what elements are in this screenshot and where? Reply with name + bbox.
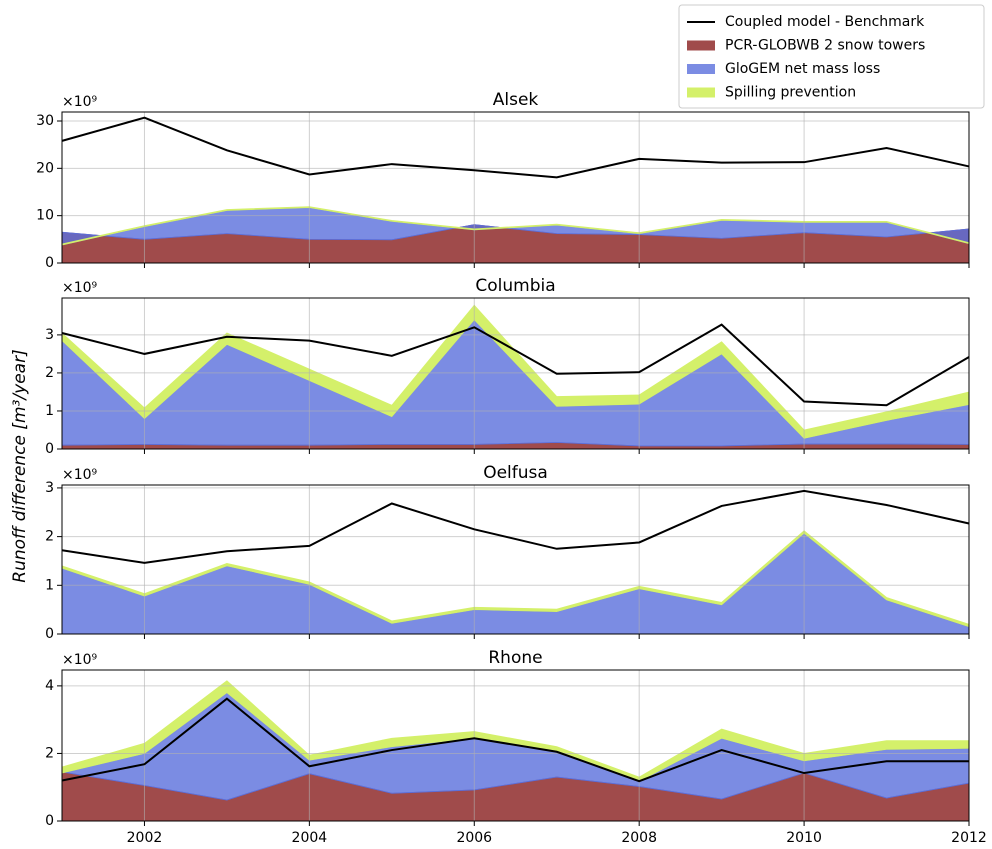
y-tick-label: 4 [45, 678, 54, 694]
legend-patch [687, 40, 715, 51]
x-tick-label: 2012 [951, 830, 987, 846]
y-tick-label: 30 [36, 113, 54, 129]
y-tick-label: 0 [45, 626, 54, 642]
offset-label: ×10⁹ [62, 467, 98, 483]
benchmark-line [61, 697, 969, 783]
legend-box [678, 4, 985, 109]
panel-title: Oelfusa [483, 463, 548, 483]
benchmark-line [61, 116, 970, 179]
legend: Coupled model - Benchmark PCR-GLOBWB 2 sn… [678, 4, 985, 109]
legend-patch [687, 64, 715, 74]
offset-label: ×10⁹ [62, 94, 98, 110]
legend-label: Spilling prevention [725, 85, 856, 101]
axes-frame [61, 669, 970, 822]
y-tick-label: 1 [45, 403, 54, 419]
axes-frame [61, 484, 970, 635]
y-tick-label: 1 [45, 577, 54, 593]
x-tick-label: 2010 [786, 830, 822, 846]
area-band [61, 532, 970, 635]
panel: Alsek ×10⁹ 0 10 20 30 [36, 90, 970, 271]
offset-label: ×10⁹ [62, 652, 98, 668]
y-tick-label: 20 [36, 160, 54, 176]
x-tick-label: 2002 [127, 830, 163, 846]
y-tick-label: 0 [45, 255, 54, 271]
axes-frame [61, 297, 970, 450]
x-tick-label: 2008 [621, 830, 657, 846]
panel: Oelfusa ×10⁹ 0 1 2 3 [45, 463, 970, 642]
legend-label: PCR-GLOBWB 2 snow towers [725, 38, 925, 54]
y-tick-label: 2 [45, 529, 54, 545]
panel-title: Columbia [475, 276, 555, 296]
y-tick-label: 2 [45, 365, 54, 381]
x-tick-label: 2006 [456, 830, 492, 846]
panel: Rhone ×10⁹ 0 2 4 2002 2004 2006 2008 2010 2012 [45, 648, 987, 846]
benchmark-line [61, 323, 970, 407]
y-tick-label: 2 [45, 745, 54, 761]
y-tick-label: 3 [45, 327, 54, 343]
panel-title: Alsek [493, 90, 539, 110]
y-tick-label: 3 [45, 480, 54, 496]
x-tick-label: 2004 [292, 830, 328, 846]
legend-label: Coupled model - Benchmark [725, 14, 925, 30]
y-axis-label: Runoff difference [m³/year] [10, 349, 30, 582]
benchmark-line [61, 489, 970, 564]
legend-patch [687, 87, 715, 98]
y-tick-label: 10 [36, 208, 54, 224]
panel-title: Rhone [488, 648, 542, 668]
panel: Columbia ×10⁹ 0 1 2 3 [45, 276, 970, 457]
legend-label: GloGEM net mass loss [725, 61, 880, 77]
axes-frame [61, 111, 970, 264]
offset-label: ×10⁹ [62, 280, 98, 296]
y-tick-label: 0 [45, 813, 54, 829]
y-tick-label: 0 [45, 441, 54, 457]
